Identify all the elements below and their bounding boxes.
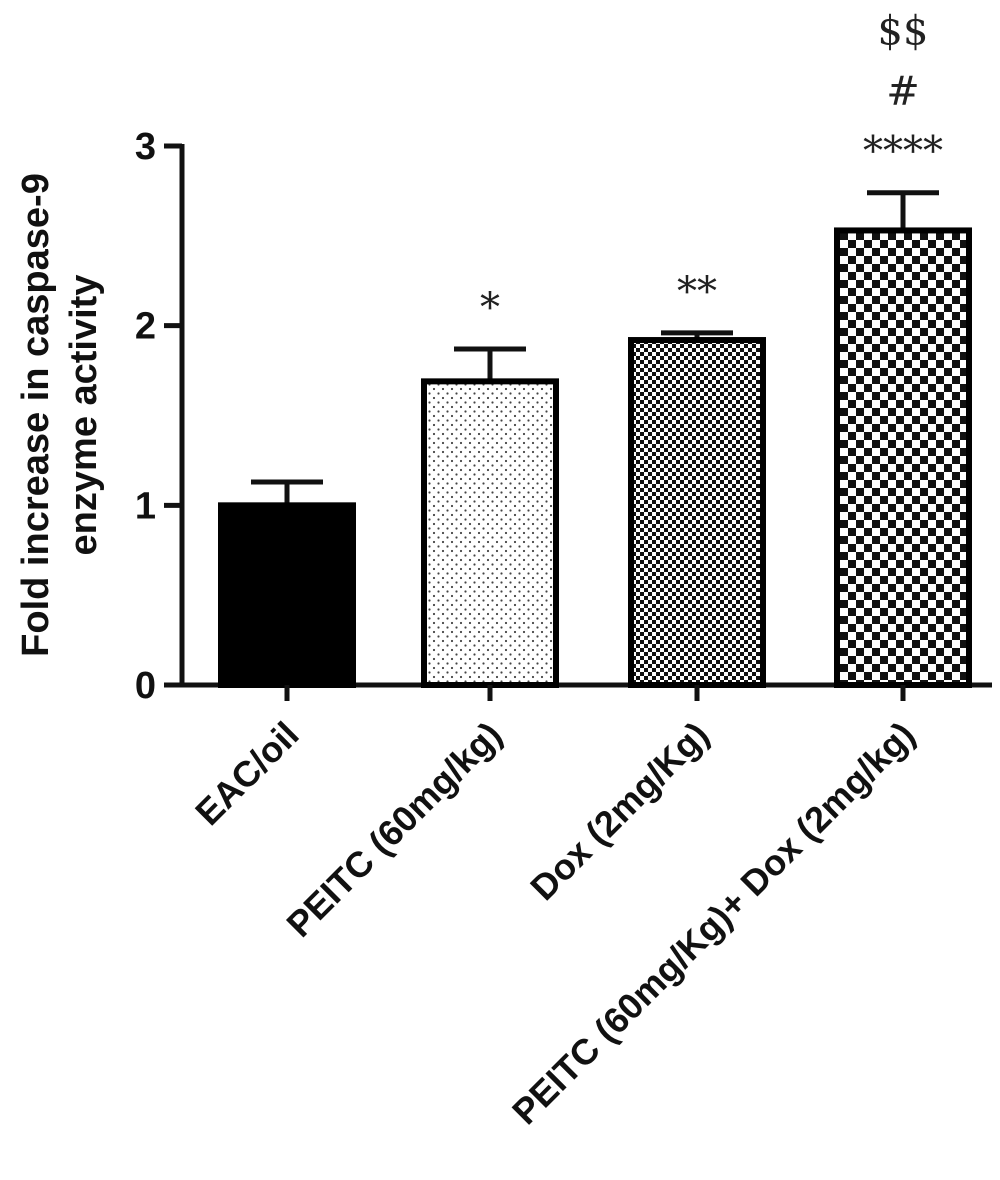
significance-label: $$ [878, 9, 929, 55]
significance-label: * [480, 285, 500, 331]
significance-label: ** [677, 269, 717, 315]
bar-1 [421, 378, 559, 688]
significance-label: **** [863, 129, 943, 175]
plot-area: 0 1 2 3 Fold increase in caspase-9 enzyme act… [15, 9, 992, 1133]
bar-2 [628, 337, 766, 688]
y-tick-label: 0 [135, 665, 156, 707]
x-tick-label: Dox (2mg/Kg) [522, 714, 716, 908]
y-axis-label-line: enzyme activity [63, 275, 105, 556]
y-axis-label-line: Fold increase in caspase-9 [15, 173, 57, 657]
x-tick-label: PEITC (60mg/kg) [278, 714, 509, 945]
x-tick-label: EAC/oil [187, 714, 307, 834]
x-tick-label: PEITC (60mg/Kg)+ Dox (2mg/kg) [504, 714, 923, 1133]
y-tick-label: 1 [135, 485, 156, 527]
bar-0 [218, 502, 356, 689]
y-axis-label: Fold increase in caspase-9 enzyme activit… [15, 173, 105, 657]
y-tick-label: 3 [135, 126, 156, 168]
y-tick-label: 2 [135, 306, 156, 348]
significance-label: # [886, 69, 920, 115]
bar-3 [834, 227, 972, 688]
